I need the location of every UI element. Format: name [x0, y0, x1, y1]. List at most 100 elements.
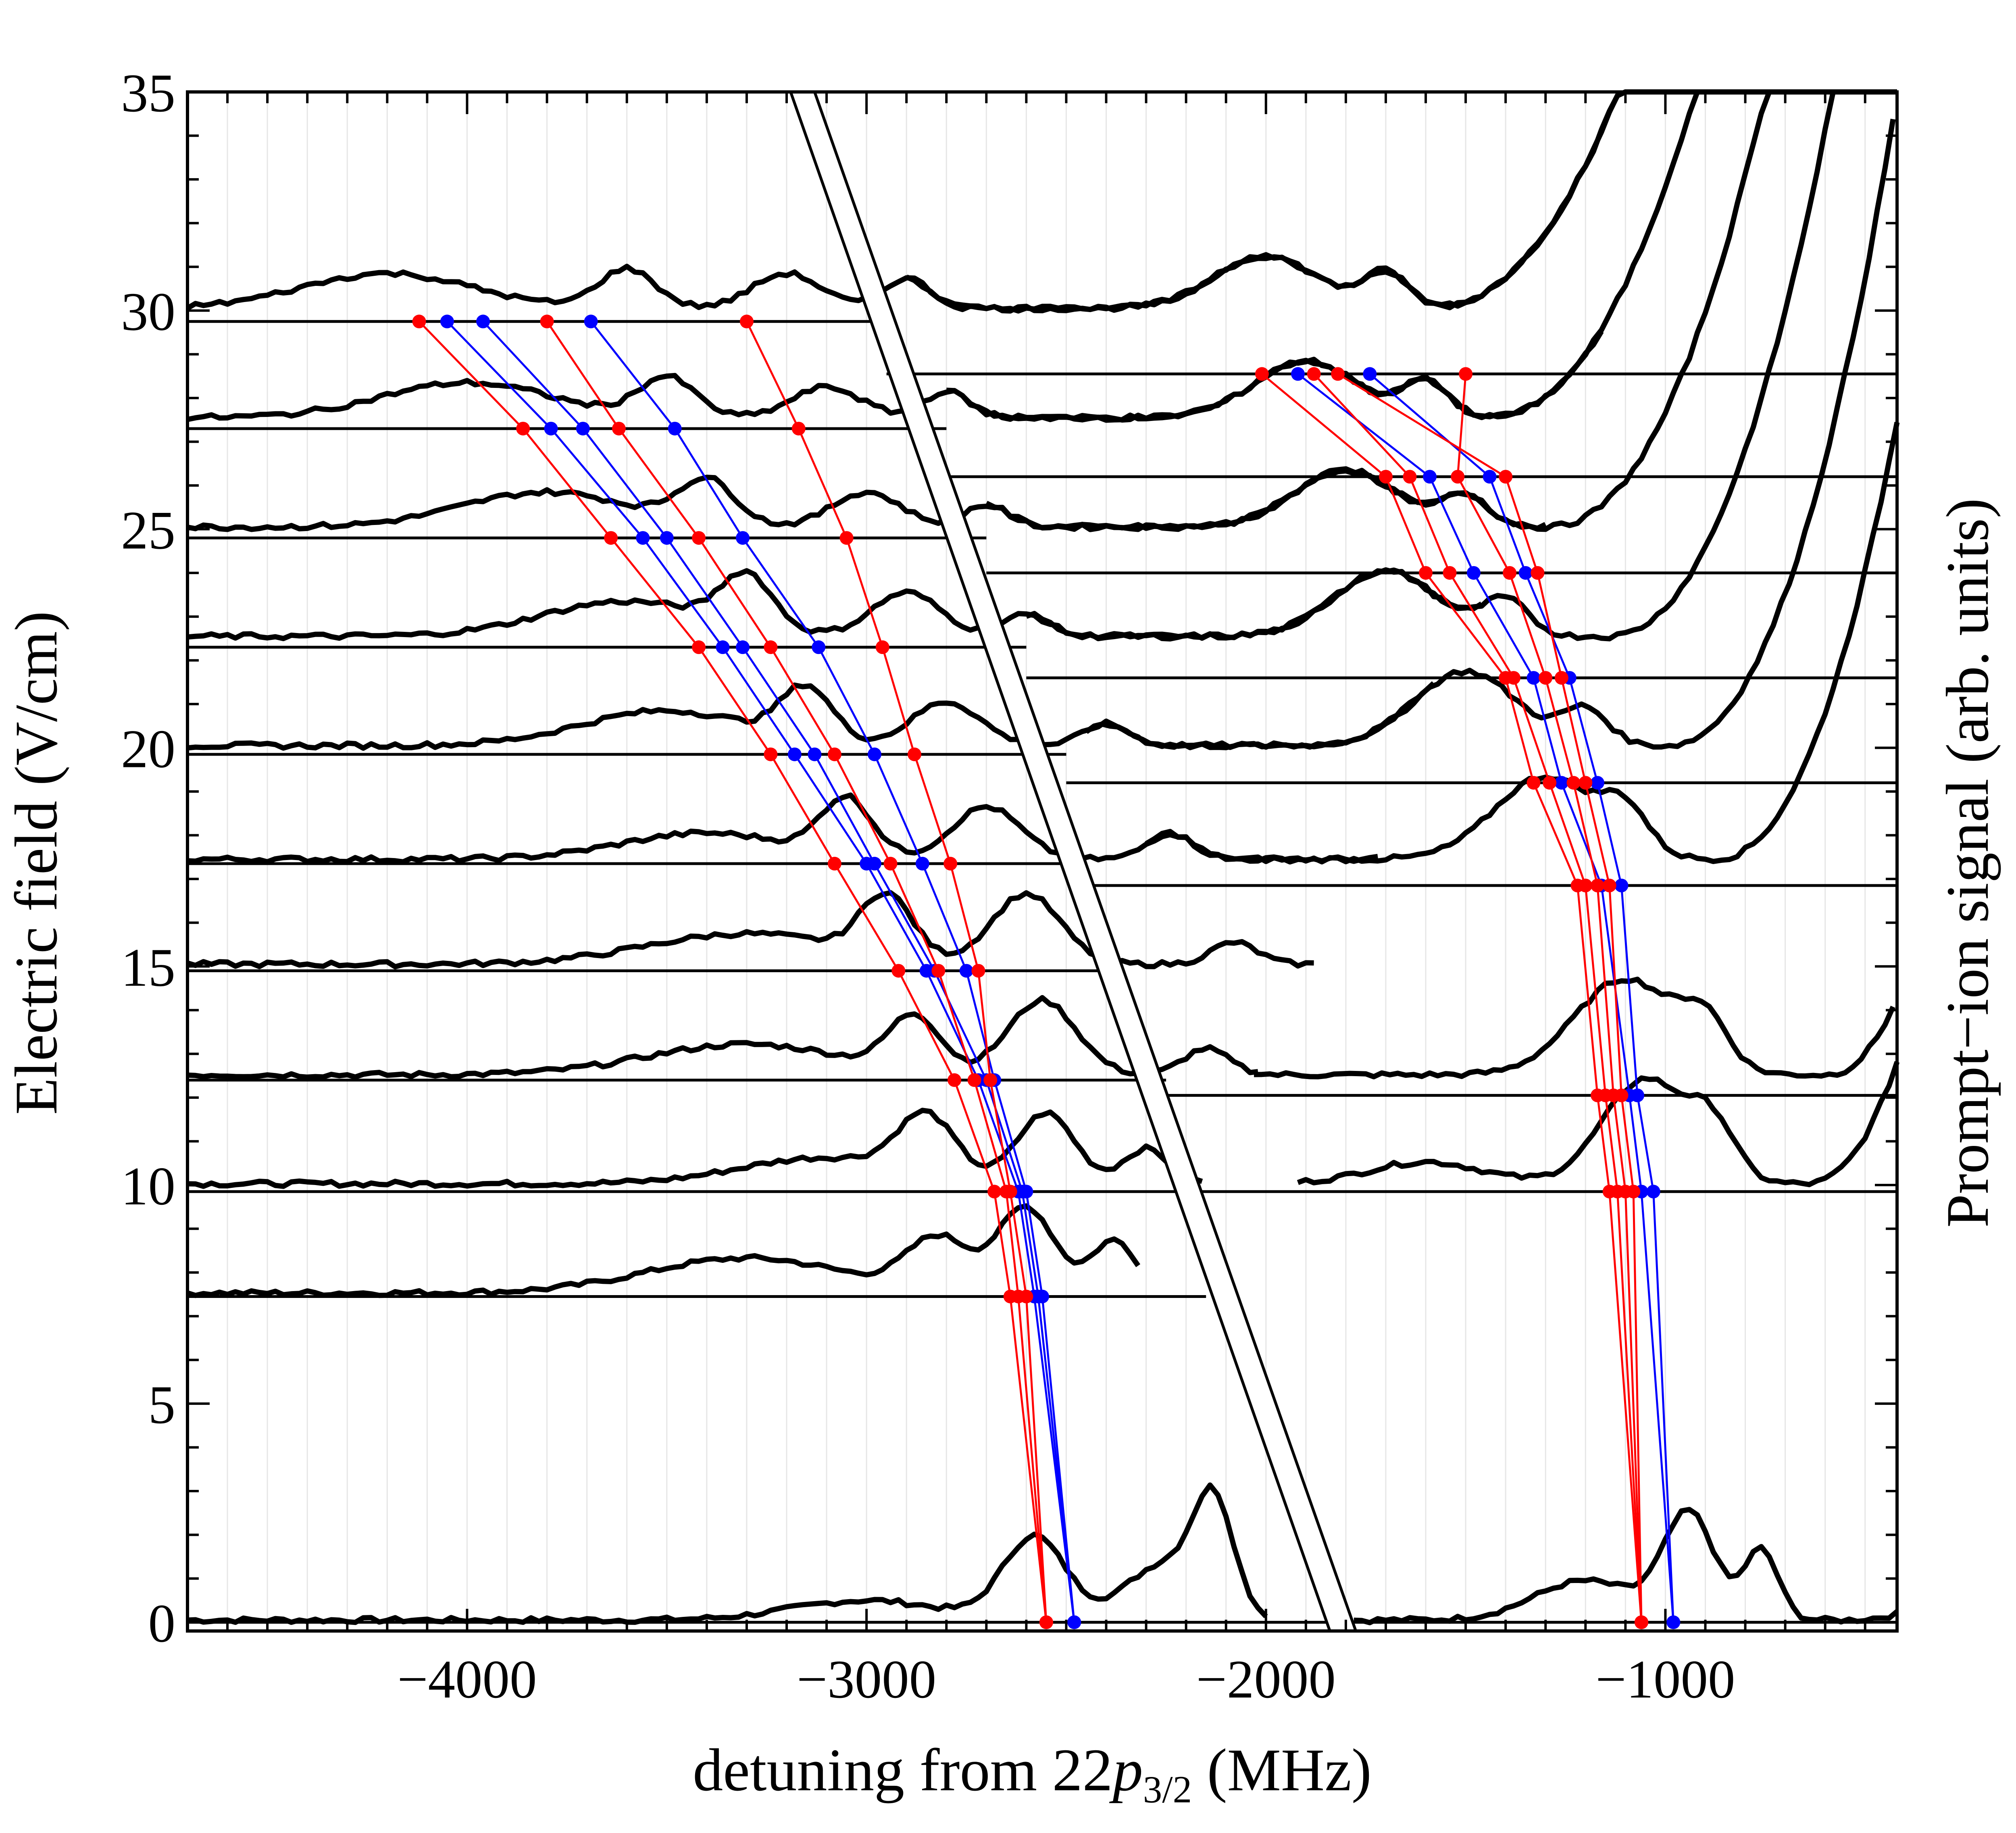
right-series-point — [1451, 470, 1465, 484]
left-series-point — [875, 640, 889, 654]
y-tick-label: 10 — [121, 1156, 175, 1216]
spectrum-trace — [1297, 1061, 1900, 1187]
right-series-point — [1591, 776, 1605, 790]
spectrum-trace — [187, 792, 1379, 864]
spectrum-trace — [1085, 119, 1896, 750]
right-series-point — [1591, 879, 1605, 893]
right-series-point — [1483, 470, 1497, 484]
left-series-point — [867, 856, 881, 871]
right-series-point — [1554, 776, 1568, 790]
left-series-point — [891, 964, 906, 978]
left-series-point — [987, 1185, 1002, 1199]
right-series-point — [1646, 1185, 1660, 1199]
spectrum-trace — [187, 1108, 1203, 1189]
x-tick-label: −2000 — [1196, 1650, 1336, 1710]
right-series-point — [1634, 1615, 1648, 1629]
right-series-point — [1422, 470, 1437, 484]
x-tick-label: −1000 — [1595, 1650, 1735, 1710]
left-series-point — [1067, 1615, 1081, 1629]
right-series-point — [1614, 1088, 1629, 1102]
right-series-point — [1554, 671, 1568, 685]
x-tick-label: −4000 — [397, 1650, 537, 1710]
y-tick-label: 30 — [121, 282, 175, 342]
left-series-point — [476, 315, 490, 329]
spectrum-trace — [187, 890, 1314, 970]
diagonal-band — [789, 91, 1357, 1632]
left-series-point — [764, 747, 778, 761]
right-series-point — [1419, 566, 1433, 580]
left-series-point — [739, 315, 754, 329]
y-tick-label: 20 — [121, 719, 175, 779]
left-series-point — [808, 747, 822, 761]
spectrum-trace — [187, 1482, 1268, 1625]
left-series-point — [612, 421, 626, 435]
right-series-point — [1602, 879, 1616, 893]
left-series-point — [736, 531, 750, 545]
right-series-point — [1566, 776, 1581, 790]
right-series-curve — [1297, 373, 1674, 1623]
right-series-point — [1543, 776, 1557, 790]
right-series-point — [1518, 566, 1533, 580]
right-series-point — [1307, 367, 1321, 381]
band-edge — [813, 91, 1357, 1632]
left-series-point — [907, 747, 921, 761]
spectrum-trace — [187, 995, 1258, 1080]
right-series-curve — [1456, 374, 1643, 1623]
left-series-point — [544, 421, 558, 435]
right-series-point — [1459, 367, 1473, 381]
left-series-point — [660, 531, 674, 545]
left-series-point — [827, 856, 841, 871]
left-series-point — [1003, 1185, 1017, 1199]
left-series-point — [668, 421, 682, 435]
right-axis-label: Prompt−ion signal (arb. units) — [1934, 498, 2001, 1227]
spectrum-trace — [905, 89, 1897, 314]
right-series-point — [1614, 879, 1629, 893]
y-tick-label: 5 — [148, 1375, 176, 1435]
axis-ticks — [187, 91, 1897, 1631]
left-series-point — [931, 964, 946, 978]
right-series-point — [1331, 367, 1345, 381]
field-baselines — [187, 320, 1897, 1624]
right-series-point — [1506, 671, 1520, 685]
right-series-point — [1579, 776, 1593, 790]
left-series-point — [540, 315, 554, 329]
left-series-point — [827, 747, 841, 761]
right-series-point — [1627, 1185, 1641, 1199]
spectrum-trace — [186, 89, 1666, 314]
left-series-point — [1019, 1289, 1033, 1304]
y-axis-label: Electric field (V/cm) — [3, 611, 70, 1114]
plot-frame — [186, 90, 1899, 1633]
left-series-point — [764, 640, 778, 654]
left-series-point — [883, 856, 898, 871]
left-series-point — [516, 421, 530, 435]
spectrum-trace — [1145, 421, 1900, 864]
left-series-point — [948, 1073, 962, 1087]
right-series-point — [1527, 671, 1541, 685]
left-series-point — [839, 531, 854, 545]
right-series-point — [1403, 470, 1417, 484]
left-series-point — [787, 747, 802, 761]
right-series-point — [1527, 776, 1541, 790]
band-fill — [790, 92, 1356, 1631]
right-series-point — [1631, 1088, 1645, 1102]
left-series-point — [692, 531, 706, 545]
tick-labels: −4000 −3000 −2000 −1000 0 5 10 15 20 25 30 35 — [121, 63, 1735, 1710]
right-series-curve — [1261, 373, 1643, 1623]
left-series-point — [959, 964, 973, 978]
left-series-point — [1035, 1289, 1049, 1304]
right-series-point — [1443, 566, 1457, 580]
left-series-point — [604, 531, 618, 545]
left-series-point — [943, 856, 958, 871]
x-tick-label: −3000 — [797, 1650, 936, 1710]
right-series-point — [1531, 566, 1545, 580]
left-series-point — [412, 315, 426, 329]
x-axis-label: detuning from 22p3/2 (MHz) — [693, 1737, 1372, 1811]
left-series-point — [915, 856, 929, 871]
spectrum-trace — [1254, 977, 1896, 1079]
left-series-point — [636, 531, 650, 545]
left-series-point — [867, 747, 881, 761]
left-series-point — [983, 1073, 998, 1087]
left-series-point — [736, 640, 750, 654]
right-series-point — [1379, 470, 1393, 484]
